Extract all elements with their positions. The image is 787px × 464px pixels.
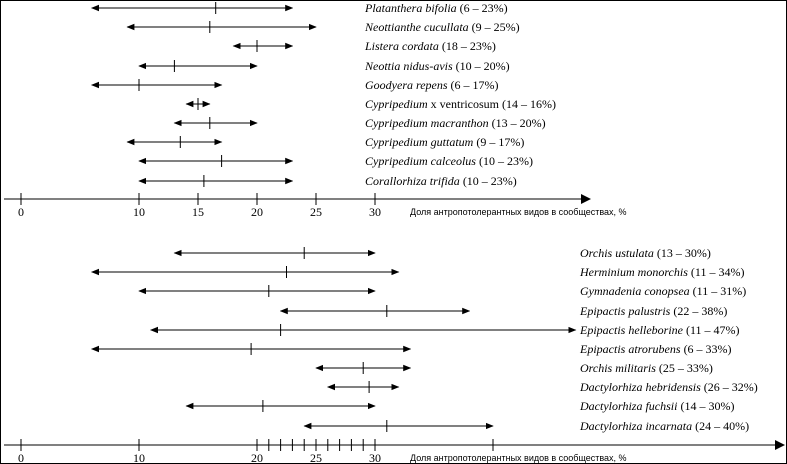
range-text: (9 – 17%): [473, 135, 524, 149]
range-text: (24 – 40%): [692, 419, 749, 433]
species-name: Platanthera bifolia: [364, 1, 457, 15]
species-label: Platanthera bifolia (6 – 23%): [364, 1, 508, 15]
range-text: (11 – 31%): [690, 284, 747, 298]
species-name: Dactylorhiza hebridensis: [579, 380, 701, 394]
species-name: Orchis ustulata: [580, 246, 654, 260]
range-text: (13 – 30%): [654, 246, 711, 260]
species-label: Goodyera repens (6 – 17%): [365, 78, 499, 92]
species-label: Epipactis atrorubens (6 – 33%): [579, 342, 732, 356]
species-name: Cypripedium: [365, 97, 428, 111]
range-text: (10 – 23%): [476, 154, 533, 168]
species-name: Neottia nidus-avis: [364, 59, 453, 73]
species-name: Gymnadenia conopsea: [580, 284, 690, 298]
species-name-suffix: x ventricosum: [428, 97, 500, 111]
species-label: Listera cordata (18 – 23%): [364, 39, 496, 53]
range-text: (14 – 16%): [499, 97, 556, 111]
range-text: (26 – 32%): [701, 380, 758, 394]
species-label: Neottia nidus-avis (10 – 20%): [364, 59, 510, 73]
x-tick-label: 30: [369, 205, 381, 219]
species-label: Herminium monorchis (11 – 34%): [579, 265, 744, 279]
x-tick-label: 10: [133, 451, 145, 464]
species-label: Orchis ustulata (13 – 30%): [580, 246, 711, 260]
species-name: Epipactis atrorubens: [579, 342, 681, 356]
species-label: Cypripedium calceolus (10 – 23%): [365, 154, 533, 168]
species-label: Neottianthe cucullata (9 – 25%): [364, 20, 520, 34]
species-name: Listera cordata: [364, 39, 439, 53]
range-text: (25 – 33%): [656, 361, 713, 375]
species-name: Cypripedium guttatum: [365, 135, 474, 149]
x-tick-label: 10: [133, 205, 145, 219]
species-name: Dactylorhiza fuchsii: [579, 399, 677, 413]
species-name: Epipactis palustris: [579, 304, 671, 318]
species-label: Dactylorhiza incarnata (24 – 40%): [579, 419, 749, 433]
range-text: (22 – 38%): [670, 304, 727, 318]
x-tick-label: 20: [251, 205, 263, 219]
range-text: (13 – 20%): [489, 116, 546, 130]
x-tick-label: 0: [18, 205, 24, 219]
species-name: Epipactis helleborine: [579, 323, 684, 337]
x-tick-label: 20: [251, 451, 263, 464]
species-name: Cypripedium calceolus: [365, 154, 476, 168]
species-label: Epipactis helleborine (11 – 47%): [579, 323, 740, 337]
range-text: (10 – 23%): [460, 174, 517, 188]
x-tick-label: 30: [369, 451, 381, 464]
x-tick-label: 25: [310, 451, 322, 464]
x-tick-label: 15: [192, 205, 204, 219]
range-text: (11 – 34%): [688, 265, 745, 279]
species-name: Neottianthe cucullata: [364, 20, 469, 34]
species-label: Orchis militaris (25 – 33%): [580, 361, 713, 375]
range-text: (9 – 25%): [469, 20, 520, 34]
species-label: Gymnadenia conopsea (11 – 31%): [580, 284, 746, 298]
species-label: Dactylorhiza fuchsii (14 – 30%): [579, 399, 734, 413]
species-name: Herminium monorchis: [579, 265, 688, 279]
range-text: (10 – 20%): [453, 59, 510, 73]
species-name: Cypripedium macranthon: [365, 116, 489, 130]
species-name: Corallorhiza trifida: [365, 174, 460, 188]
x-tick-label: 25: [310, 205, 322, 219]
species-label: Cypripedium macranthon (13 – 20%): [365, 116, 546, 130]
x-tick-label: 0: [18, 451, 24, 464]
species-name: Orchis militaris: [580, 361, 656, 375]
species-label: Cypripedium guttatum (9 – 17%): [365, 135, 524, 149]
species-label: Epipactis palustris (22 – 38%): [579, 304, 727, 318]
species-name: Goodyera repens: [365, 78, 448, 92]
species-name: Dactylorhiza incarnata: [579, 419, 692, 433]
species-label: Dactylorhiza hebridensis (26 – 32%): [579, 380, 758, 394]
species-label: Corallorhiza trifida (10 – 23%): [365, 174, 517, 188]
range-text: (14 – 30%): [677, 399, 734, 413]
species-label: Cypripedium x ventricosum (14 – 16%): [365, 97, 556, 111]
x-axis-title: Доля антропотолерантных видов в сообщест…: [410, 453, 627, 463]
range-text: (6 – 17%): [448, 78, 499, 92]
range-text: (6 – 33%): [681, 342, 732, 356]
range-text: (18 – 23%): [439, 39, 496, 53]
x-axis-title: Доля антропотолерантных видов в сообщест…: [410, 207, 627, 217]
range-text: (6 – 23%): [457, 1, 508, 15]
range-text: (11 – 47%): [683, 323, 740, 337]
